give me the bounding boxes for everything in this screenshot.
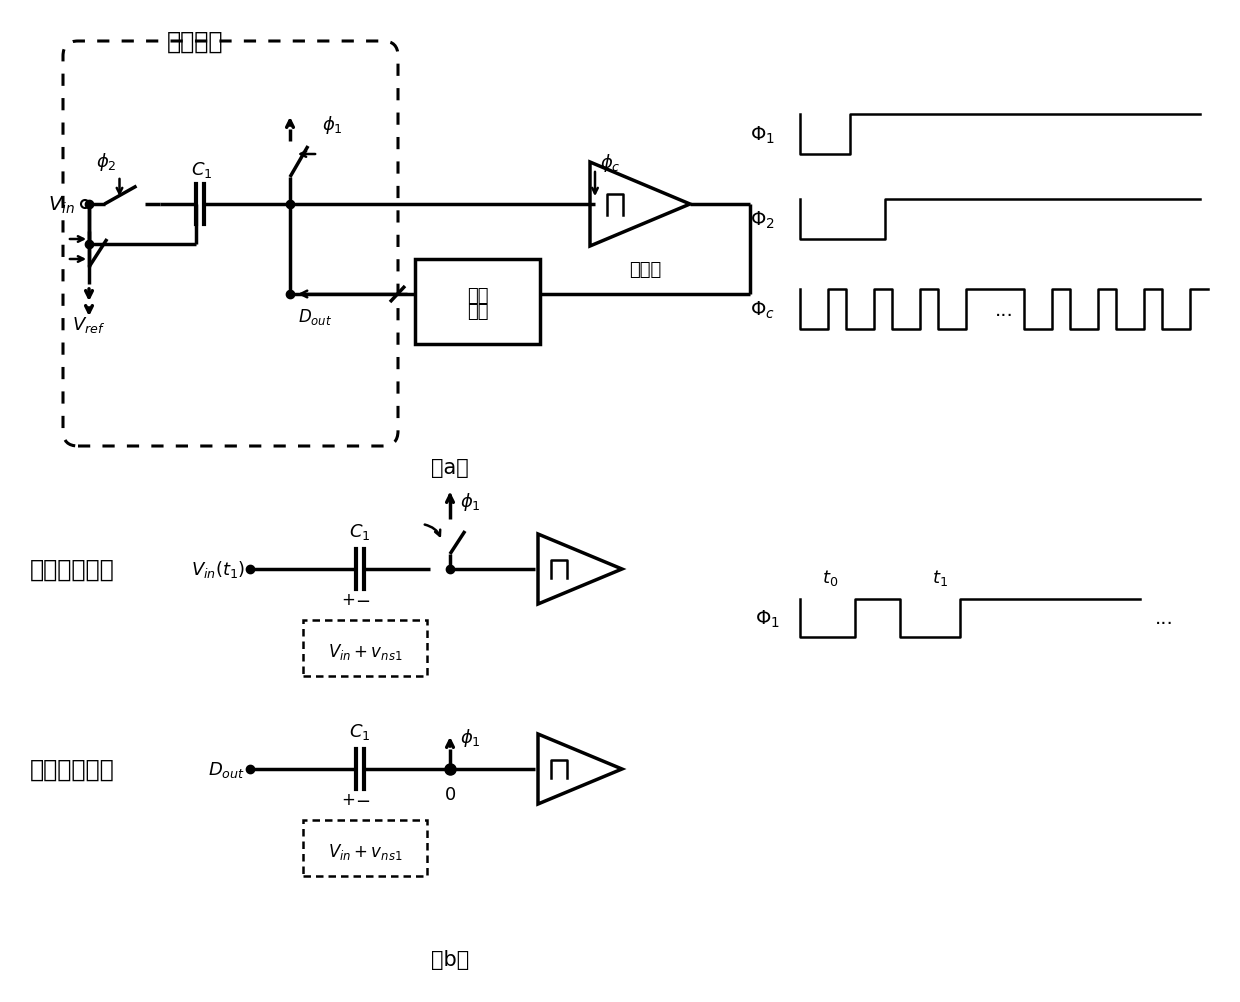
Text: （b）: （b）	[430, 949, 469, 969]
Text: 转换结束时刻: 转换结束时刻	[30, 758, 115, 782]
FancyBboxPatch shape	[63, 42, 398, 447]
Text: $\Phi_c$: $\Phi_c$	[750, 299, 775, 321]
Text: $C_1$: $C_1$	[350, 521, 371, 541]
Text: $\phi_c$: $\phi_c$	[600, 152, 621, 173]
Text: $-$: $-$	[356, 590, 371, 608]
Text: $\phi_2$: $\phi_2$	[97, 151, 117, 172]
Text: （a）: （a）	[432, 458, 469, 478]
Text: +: +	[341, 590, 355, 608]
Text: $-$: $-$	[356, 791, 371, 809]
Text: $t_0$: $t_0$	[822, 567, 838, 587]
Text: 采样结束时刻: 采样结束时刻	[30, 557, 115, 581]
Text: $\Phi_2$: $\Phi_2$	[750, 209, 775, 230]
Text: $\phi_1$: $\phi_1$	[322, 114, 342, 136]
FancyBboxPatch shape	[303, 821, 427, 876]
Text: $t_1$: $t_1$	[932, 567, 947, 587]
Text: 比较器: 比较器	[629, 261, 661, 279]
Text: $\phi_1$: $\phi_1$	[460, 491, 481, 512]
Text: $D_{out}$: $D_{out}$	[208, 760, 246, 780]
Text: $\Phi_1$: $\Phi_1$	[750, 124, 775, 145]
Text: 0: 0	[444, 786, 455, 804]
Text: $V_{ref}$: $V_{ref}$	[72, 315, 105, 335]
Text: $V_{in}+v_{ns1}$: $V_{in}+v_{ns1}$	[327, 841, 402, 861]
Text: $D_{out}$: $D_{out}$	[298, 307, 332, 327]
Text: ...: ...	[1154, 609, 1174, 628]
Text: $V_{in}(t_1)$: $V_{in}(t_1)$	[191, 559, 246, 580]
FancyBboxPatch shape	[303, 620, 427, 676]
Text: 逻辑: 逻辑	[466, 287, 489, 305]
Text: 电路: 电路	[466, 304, 489, 322]
Text: $\phi_1$: $\phi_1$	[460, 726, 481, 748]
Text: $V_{in}$: $V_{in}$	[48, 194, 74, 215]
Text: $C_1$: $C_1$	[350, 721, 371, 741]
Text: 采样电路: 采样电路	[166, 30, 223, 54]
Text: $V_{in}+v_{ns1}$: $V_{in}+v_{ns1}$	[327, 641, 402, 661]
Text: ...: ...	[994, 301, 1013, 320]
Text: $C_1$: $C_1$	[191, 160, 213, 179]
Text: +: +	[341, 791, 355, 809]
Bar	[415, 260, 539, 345]
Text: $\Phi_1$: $\Phi_1$	[755, 608, 780, 629]
